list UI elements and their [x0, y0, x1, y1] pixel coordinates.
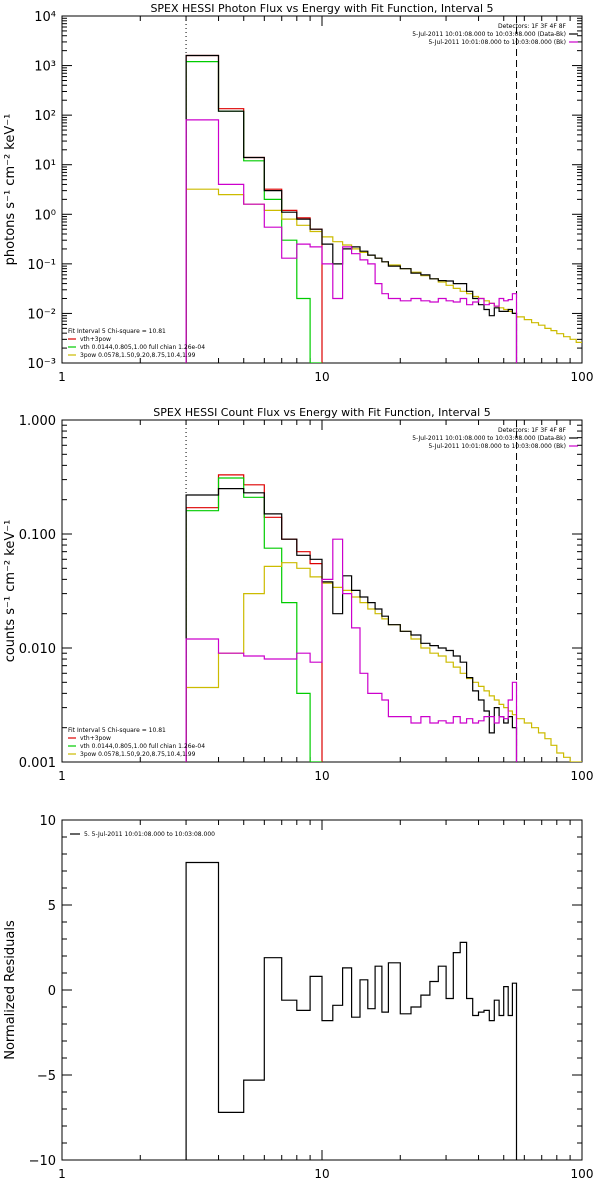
series-bk	[185, 119, 518, 363]
y-tick-label: 10	[39, 814, 56, 829]
series-bk	[185, 538, 518, 762]
legend-entry: vth 0.0144,0.805,1.00 full chian 1.26e-0…	[80, 743, 205, 750]
legend-entry: Fit Interval 5 Chi-square = 10.81	[68, 727, 166, 734]
legend-entry: 5-Jul-2011 10:01:08.000 to 10:03:08.000 …	[428, 39, 566, 46]
panel-1: SPEX HESSI Photon Flux vs Energy with Fi…	[3, 2, 593, 384]
y-tick-label: 5	[48, 899, 56, 914]
series-3pow	[185, 562, 582, 762]
series-3pow	[185, 188, 582, 363]
y-tick-label: 0	[48, 984, 56, 999]
x-tick-label: 10	[314, 370, 329, 384]
x-tick-label: 10	[314, 1167, 329, 1181]
y-tick-label: 10⁻¹	[27, 258, 56, 273]
y-tick-label: 10⁻³	[27, 357, 56, 372]
x-tick-label: 1	[58, 769, 66, 783]
series-5-5-jul-2011-10-01-08-00	[185, 861, 518, 1160]
y-axis-label: counts s⁻¹ cm⁻² keV⁻¹	[3, 520, 18, 663]
y-tick-label: −5	[37, 1069, 56, 1084]
series-vth-3pow	[185, 54, 323, 363]
legend-entry: 3pow 0.0578,1.50,9.20,8.75,10.4,1.99	[80, 352, 196, 359]
series-vth	[185, 477, 322, 762]
x-tick-label: 100	[571, 370, 594, 384]
y-axis-label: Normalized Residuals	[3, 920, 18, 1060]
y-tick-label: 10⁰	[34, 208, 56, 223]
y-tick-label: −10	[29, 1154, 56, 1169]
legend-entry: Detectors: 1F 3F 4F 8F	[498, 427, 567, 434]
legend-entry: 5-Jul-2011 10:01:08.000 to 10:03:08.000 …	[412, 435, 566, 442]
legend-entry: Detectors: 1F 3F 4F 8F	[498, 23, 567, 30]
series-vth	[185, 61, 322, 363]
series-vth-3pow	[185, 474, 323, 762]
x-tick-label: 100	[571, 769, 594, 783]
x-tick-label: 1	[58, 1167, 66, 1181]
legend-entry: 5. 5-Jul-2011 10:01:08.000 to 10:03:08.0…	[84, 831, 215, 838]
series-group	[185, 474, 582, 762]
x-tick-label: 100	[571, 1167, 594, 1181]
y-tick-label: 10⁴	[34, 10, 56, 25]
y-tick-label: 10⁻²	[27, 307, 56, 322]
x-tick-label: 10	[314, 769, 329, 783]
series-data-bk	[185, 54, 518, 363]
chart-title: SPEX HESSI Photon Flux vs Energy with Fi…	[150, 2, 493, 15]
legend-entry: vth+3pow	[80, 336, 111, 343]
series-data-bk	[185, 488, 518, 762]
y-tick-label: 10¹	[34, 159, 56, 174]
panel-3: 1 10 100 −10 −5 0 5 10 Normalized Residuals 5. 5-…	[3, 814, 593, 1181]
series-group	[185, 861, 518, 1160]
x-tick-label: 1	[58, 370, 66, 384]
legend-entry: Fit Interval 5 Chi-square = 10.81	[68, 328, 166, 335]
y-axis-label: photons s⁻¹ cm⁻² keV⁻¹	[3, 114, 18, 266]
y-tick-label: 0.001	[19, 756, 56, 771]
legend-entry: vth+3pow	[80, 735, 111, 742]
y-tick-label: 0.010	[19, 642, 56, 657]
y-tick-label: 0.100	[19, 528, 56, 543]
series-group	[185, 54, 582, 363]
legend-entry: 5-Jul-2011 10:01:08.000 to 10:03:08.000 …	[428, 443, 566, 450]
chart-title: SPEX HESSI Count Flux vs Energy with Fit…	[153, 406, 490, 419]
legend-entry: 5-Jul-2011 10:01:08.000 to 10:03:08.000 …	[412, 31, 566, 38]
legend-entry: vth 0.0144,0.805,1.00 full chian 1.26e-0…	[80, 344, 205, 351]
y-tick-label: 10³	[34, 60, 56, 75]
panel-2: SPEX HESSI Count Flux vs Energy with Fit…	[3, 406, 593, 783]
y-tick-label: 10²	[34, 109, 56, 124]
y-tick-label: 1.000	[19, 414, 56, 429]
legend-entry: 3pow 0.0578,1.50,9.20,8.75,10.4,1.99	[80, 751, 196, 758]
